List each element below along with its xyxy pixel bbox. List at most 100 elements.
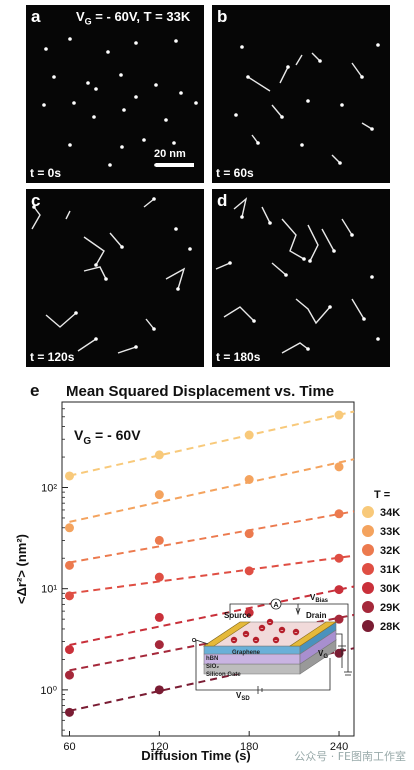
microscopy-panel-b: b t = 60s — [212, 5, 390, 183]
data-point-32K — [334, 509, 344, 519]
x-axis-ticks: 60 120 180 240 — [63, 731, 348, 753]
graphene-label: Graphene — [232, 650, 261, 656]
annotation-sub: G — [83, 436, 91, 447]
microscopy-panel-a: a VG = - 60V, T = 33K 20 nm t = 0s — [26, 5, 204, 183]
panel-a-condition-sub: G — [84, 16, 92, 27]
vsd-v: V — [236, 691, 242, 700]
svg-text:−: − — [281, 628, 284, 634]
data-point-34K — [154, 450, 164, 460]
panel-label-b: b — [217, 7, 228, 26]
y-axis-label: <Δr²> (nm²) — [14, 534, 29, 604]
legend-label-34K: 34K — [380, 507, 400, 519]
legend-label-28K: 28K — [380, 621, 400, 633]
legend-marker-30K — [362, 582, 374, 594]
microscopy-panel-d: d t = 180s — [212, 189, 390, 367]
msd-chart: e Mean Squared Displacement vs. Time 10⁰… — [14, 381, 400, 763]
y-axis-ticks: 10⁰ 10¹ 10² — [40, 401, 68, 731]
data-point-28K — [64, 707, 74, 717]
legend-label-29K: 29K — [380, 602, 400, 614]
panel-a-time: t = 0s — [30, 166, 62, 180]
legend-label-31K: 31K — [380, 564, 400, 576]
data-point-33K — [154, 490, 164, 500]
fit-line-34K — [69, 410, 355, 477]
vsd-sub: SD — [241, 696, 250, 702]
vbias-v: V — [310, 593, 316, 602]
x-axis-label: Diffusion Time (s) — [141, 748, 251, 763]
gate-label: Silicon Gate — [206, 672, 241, 678]
data-point-31K — [334, 553, 344, 563]
svg-text:−: − — [275, 638, 278, 644]
legend-label-32K: 32K — [380, 545, 400, 557]
vg-label: VG — [318, 649, 328, 660]
data-point-33K — [334, 462, 344, 472]
y-tick-label: 10² — [41, 483, 57, 495]
data-point-31K — [244, 566, 254, 576]
data-point-30K — [334, 585, 344, 595]
panel-a-condition-rest: = - 60V, T = 33K — [91, 9, 191, 24]
data-point-29K — [334, 614, 344, 624]
annotation-rest: = - 60V — [91, 427, 141, 443]
scale-bar — [156, 163, 194, 167]
fit-line-31K — [69, 554, 355, 595]
svg-text:−: − — [295, 630, 298, 636]
panel-label-a: a — [31, 7, 41, 26]
ammeter-label: A — [273, 602, 278, 609]
legend-label-33K: 33K — [380, 526, 400, 538]
data-point-29K — [154, 640, 164, 650]
device-schematic-inset: −− − − −− −− Source Drain Graphene hBN SiO… — [191, 593, 352, 702]
legend-marker-33K — [362, 525, 374, 537]
adatoms-inset — [230, 618, 300, 644]
microscopy-panel-c: c t = 120s — [26, 189, 204, 367]
x-tick-label: 120 — [150, 741, 168, 753]
data-point-32K — [64, 560, 74, 570]
vbias-sub: Bias — [315, 598, 328, 604]
panel-b-time: t = 60s — [216, 166, 254, 180]
chart-annotation: VG = - 60V — [74, 427, 141, 447]
data-point-28K — [154, 685, 164, 695]
svg-text:−: − — [261, 626, 264, 632]
sio2-label: SiO₂ — [206, 664, 219, 670]
legend-marker-34K — [362, 506, 374, 518]
svg-text:−: − — [245, 632, 248, 638]
adatom-trajectories-d — [215, 197, 380, 354]
x-tick-label: 60 — [63, 741, 75, 753]
data-point-31K — [154, 572, 164, 582]
fit-line-32K — [69, 510, 355, 564]
annotation-v: V — [74, 427, 84, 443]
source-label: Source — [224, 611, 252, 620]
panel-c-time: t = 120s — [30, 350, 75, 364]
data-point-29K — [64, 670, 74, 680]
adatom-dots-a — [42, 37, 198, 167]
svg-text:−: − — [269, 620, 272, 626]
data-point-30K — [154, 612, 164, 622]
chart-panel-label: e — [30, 381, 39, 400]
data-point-33K — [64, 523, 74, 533]
svg-text:−: − — [255, 638, 258, 644]
drain-label: Drain — [306, 611, 327, 620]
data-point-32K — [244, 529, 254, 539]
data-point-34K — [334, 410, 344, 420]
panel-label-c: c — [31, 191, 41, 210]
legend-marker-31K — [362, 563, 374, 575]
source-electrode — [203, 621, 251, 647]
x-tick-label: 180 — [240, 741, 258, 753]
vg-sub: G — [323, 654, 328, 660]
watermark: 公众号 · FE图南工作室 — [294, 750, 406, 763]
data-point-34K — [64, 471, 74, 481]
panel-label-d: d — [217, 191, 228, 210]
panel-d-time: t = 180s — [216, 350, 261, 364]
fit-line-33K — [69, 458, 355, 523]
legend-marker-32K — [362, 544, 374, 556]
x-tick-label: 240 — [330, 741, 348, 753]
legend-title: T = — [374, 489, 390, 501]
svg-text:−: − — [233, 638, 236, 644]
legend-marker-29K — [362, 601, 374, 613]
vsd-label: VSD — [236, 691, 250, 702]
panel-a-condition: VG = - 60V, T = 33K — [76, 9, 190, 27]
chart-title: Mean Squared Displacement vs. Time — [66, 383, 334, 400]
drain-electrode — [289, 621, 337, 647]
scale-bar-label: 20 nm — [154, 148, 186, 160]
adatom-trajectories-b — [234, 43, 380, 165]
hbn-label: hBN — [206, 656, 218, 662]
legend-label-30K: 30K — [380, 583, 400, 595]
